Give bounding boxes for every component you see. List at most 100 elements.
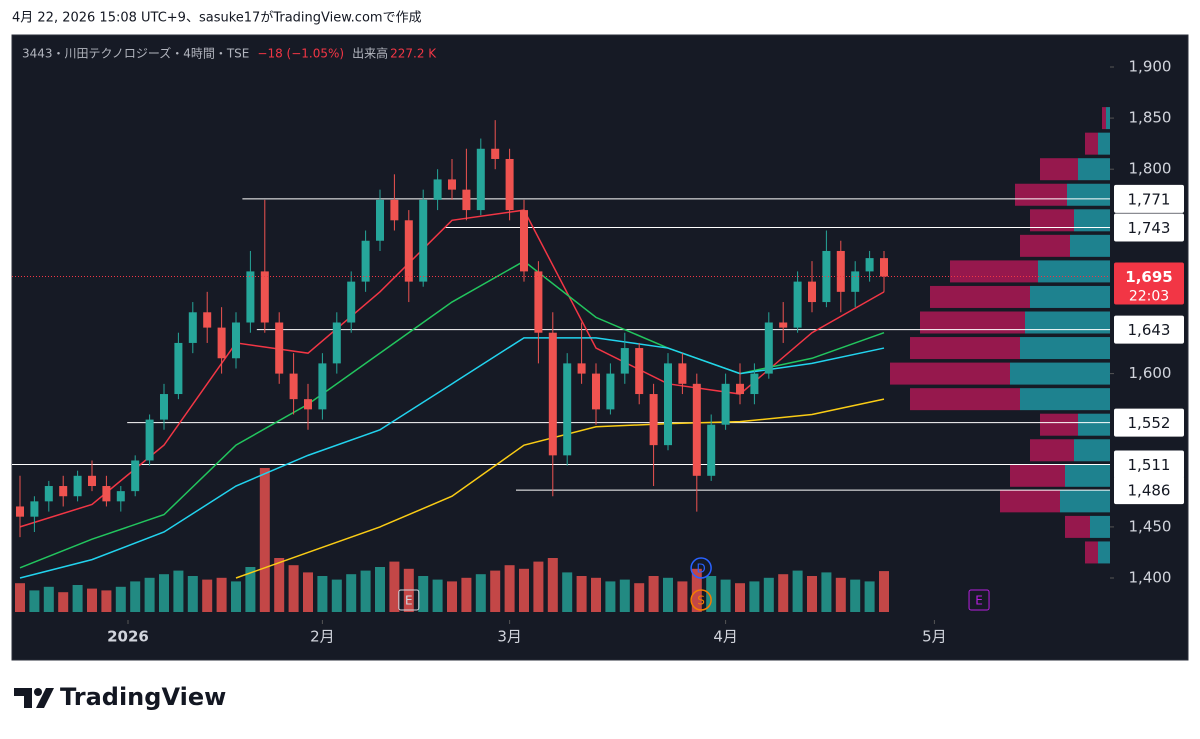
volume-bar: [202, 579, 213, 612]
candle-body: [779, 322, 788, 328]
volume-bar: [720, 579, 731, 612]
profile-down: [1085, 132, 1098, 155]
volume-bar: [835, 577, 846, 612]
candle-body: [491, 148, 500, 159]
profile-down: [910, 337, 1020, 360]
volume-bar: [72, 585, 83, 612]
profile-up: [1025, 311, 1110, 334]
profile-down: [1065, 515, 1090, 538]
profile-up: [1078, 413, 1110, 436]
profile-down: [1040, 158, 1078, 181]
brand: TradingView: [60, 683, 226, 711]
volume-bar: [648, 576, 659, 612]
volume-bar: [821, 572, 832, 612]
candle-body: [332, 322, 341, 364]
candle-body: [73, 475, 82, 497]
level-tag: [1114, 450, 1184, 479]
profile-up: [1098, 541, 1110, 564]
volume-bar: [547, 558, 558, 612]
volume-bar: [130, 581, 141, 612]
candle-body: [260, 271, 269, 323]
level-label: 1,771: [1128, 190, 1171, 208]
volume-bar: [418, 576, 429, 612]
event-label: E: [975, 594, 983, 608]
y-tick-label: 1,850: [1129, 109, 1172, 127]
volume-bar: [360, 570, 371, 612]
event-circle: [690, 589, 712, 611]
profile-up: [1020, 337, 1110, 360]
candle-body: [707, 424, 716, 476]
candle-body: [390, 199, 399, 221]
candle-body: [577, 363, 586, 374]
volume-bar: [576, 576, 587, 612]
level-label: 1,511: [1128, 456, 1171, 474]
volume-bar: [15, 583, 25, 612]
profile-down: [1030, 439, 1074, 462]
candle-body: [232, 322, 240, 359]
candle-body: [88, 475, 96, 487]
volume-bar: [475, 574, 486, 612]
candle-body: [448, 179, 456, 190]
legend-volume-label: 出来高: [352, 46, 388, 61]
profile-up: [1074, 209, 1110, 232]
y-tick-label: 1,400: [1129, 569, 1172, 587]
last-price-label: 1,695: [1125, 268, 1172, 286]
candle-body: [30, 501, 39, 517]
volume-bar: [749, 581, 760, 612]
profile-down: [910, 388, 1020, 411]
volume-bar: [101, 590, 112, 612]
volume-bar: [43, 586, 54, 612]
profile-up: [1030, 285, 1110, 308]
volume-bar: [288, 565, 299, 612]
x-tick-label: 2026: [107, 628, 149, 646]
legend-volume-value: 227.2 K: [390, 47, 437, 61]
profile-down: [1015, 183, 1067, 206]
candle-body: [160, 394, 168, 420]
volume-bar: [461, 577, 472, 612]
volume-bar: [231, 581, 241, 612]
level-label: 1,486: [1128, 482, 1171, 500]
profile-up: [1038, 260, 1110, 283]
volume-bar: [447, 581, 457, 612]
x-tick-label: 3月: [497, 628, 522, 646]
candle-body: [620, 348, 629, 374]
candle-body: [520, 210, 528, 272]
profile-up: [1098, 132, 1110, 155]
header: 4月 22, 2026 15:08 UTC+9、sasuke17がTrading…: [12, 11, 422, 26]
candle-body: [361, 240, 370, 282]
volume-bar: [58, 592, 69, 612]
candle-body: [563, 363, 572, 456]
legend-change: −18 (−1.05%): [257, 47, 344, 61]
candle-body: [851, 271, 860, 292]
countdown: 22:03: [1129, 289, 1169, 305]
candle-body: [145, 419, 154, 461]
candle-body: [246, 271, 255, 323]
volume-bar: [115, 586, 126, 612]
event-label: D: [696, 562, 705, 576]
candle-body: [534, 271, 543, 333]
profile-down: [1040, 413, 1078, 436]
candle-body: [678, 363, 687, 384]
profile-up: [1020, 388, 1110, 411]
candle-body: [131, 460, 140, 492]
volume-bar: [245, 567, 256, 612]
x-tick-label: 5月: [922, 628, 947, 646]
candle-body: [793, 281, 802, 328]
logo: [14, 688, 54, 708]
candle-body: [764, 322, 773, 374]
profile-down: [1020, 234, 1070, 257]
profile-up: [1090, 515, 1110, 538]
volume-bar: [591, 577, 601, 612]
volume-bar: [519, 568, 529, 612]
profile-up: [1067, 183, 1110, 206]
volume-bar: [187, 576, 198, 612]
profile-up: [1106, 107, 1110, 130]
candle-body: [376, 199, 384, 241]
volume-bar: [605, 581, 616, 612]
volume-bar: [634, 583, 645, 612]
candle-body: [664, 363, 672, 446]
volume-bar: [432, 579, 443, 612]
y-tick-label: 1,800: [1129, 160, 1172, 178]
candle-body: [635, 348, 644, 395]
